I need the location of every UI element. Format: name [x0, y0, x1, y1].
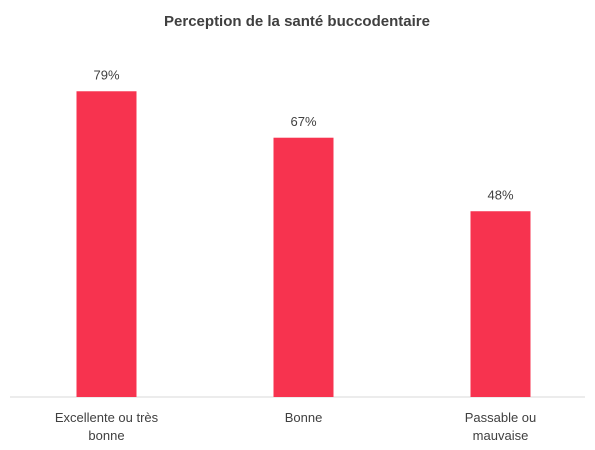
bar	[273, 137, 334, 397]
data-label: 48%	[487, 188, 513, 203]
data-label: 67%	[290, 114, 316, 129]
bar	[76, 91, 137, 398]
chart-title: Perception de la santé buccodentaire	[164, 13, 430, 30]
bar	[470, 211, 531, 397]
x-tick-label: Passable ou mauvaise	[464, 410, 537, 443]
data-label: 79%	[93, 68, 119, 83]
x-tick-label: Bonne	[284, 410, 323, 425]
x-tick-label: Excellente ou très bonne	[54, 410, 159, 443]
